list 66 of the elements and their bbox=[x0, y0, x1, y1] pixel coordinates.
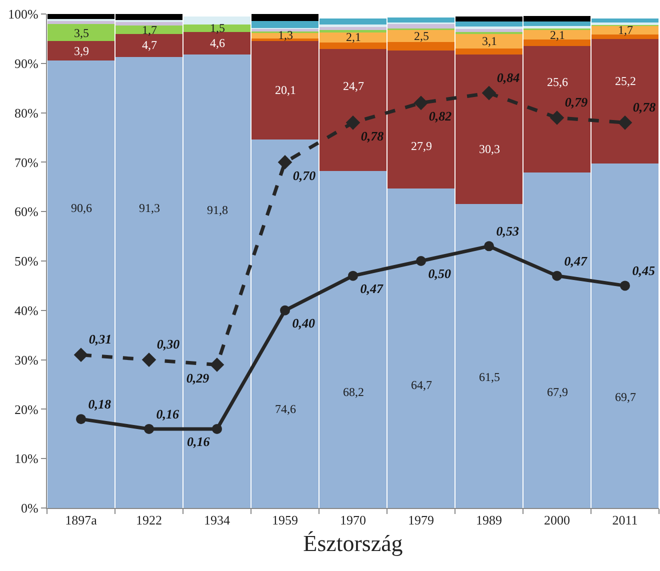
y-tick-label: 70% bbox=[14, 154, 39, 170]
data-label: 1,7 bbox=[618, 23, 633, 37]
data-label: 91,8 bbox=[207, 203, 228, 217]
data-label: 64,7 bbox=[411, 378, 432, 392]
x-tick-label: 2000 bbox=[544, 512, 570, 528]
x-tick-label: 1922 bbox=[136, 512, 162, 528]
data-label: 3,1 bbox=[482, 34, 497, 48]
y-tick-label: 10% bbox=[14, 451, 39, 466]
data-label: 0,53 bbox=[496, 224, 520, 239]
data-label: 0,18 bbox=[88, 396, 112, 412]
y-tick-label: 90% bbox=[14, 56, 39, 71]
data-label: 1,3 bbox=[278, 28, 293, 42]
y-tick-label: 0% bbox=[21, 500, 39, 516]
data-label: 0,70 bbox=[292, 168, 316, 183]
y-tick-label: 50% bbox=[14, 254, 39, 269]
y-tick-label: 100% bbox=[8, 6, 39, 22]
data-label: 1,5 bbox=[210, 21, 225, 35]
x-tick-label: 1897a bbox=[65, 512, 98, 528]
data-label: 67,9 bbox=[547, 385, 568, 399]
y-tick-label: 30% bbox=[14, 352, 39, 368]
data-label: 0,30 bbox=[156, 336, 180, 352]
y-tick-label: 40% bbox=[14, 302, 39, 318]
data-label: 0,79 bbox=[564, 94, 588, 110]
data-label: 0,82 bbox=[428, 108, 452, 124]
data-label: 74,6 bbox=[275, 402, 296, 416]
x-tick-label: 1989 bbox=[476, 512, 502, 528]
data-label: 0,40 bbox=[292, 315, 316, 330]
data-label: 0,16 bbox=[187, 434, 210, 449]
data-label: 27,9 bbox=[411, 139, 432, 153]
data-label: 61,5 bbox=[479, 370, 500, 384]
data-label: 25,6 bbox=[547, 75, 568, 89]
y-tick-label: 20% bbox=[14, 402, 39, 417]
y-tick-label: 60% bbox=[14, 204, 39, 220]
data-label: 0,45 bbox=[632, 263, 656, 278]
data-label: 3,5 bbox=[74, 26, 89, 40]
data-label: 4,6 bbox=[210, 36, 225, 50]
data-label: 25,2 bbox=[615, 74, 636, 88]
x-axis-title: Észtország bbox=[303, 531, 404, 556]
data-label: 2,1 bbox=[550, 28, 565, 42]
data-label: 0,47 bbox=[564, 253, 588, 268]
data-label: 2,5 bbox=[414, 29, 429, 43]
data-label: 4,7 bbox=[142, 38, 157, 52]
data-label: 69,7 bbox=[615, 390, 636, 404]
data-label: 90,6 bbox=[71, 201, 92, 215]
data-label: 0,16 bbox=[156, 406, 180, 422]
data-label: 0,29 bbox=[186, 370, 210, 386]
data-label: 0,78 bbox=[632, 100, 656, 115]
data-label: 91,3 bbox=[139, 201, 160, 215]
x-tick-label: 1934 bbox=[204, 512, 230, 528]
data-label: 0,50 bbox=[428, 266, 452, 281]
data-label: 0,84 bbox=[496, 70, 520, 85]
y-tick-label: 80% bbox=[14, 105, 39, 120]
x-tick-label: 1970 bbox=[340, 512, 366, 528]
data-label: 68,2 bbox=[343, 385, 364, 399]
data-label: 20,1 bbox=[275, 83, 296, 97]
data-label: 30,3 bbox=[479, 142, 500, 156]
data-label: 0,47 bbox=[360, 280, 384, 296]
data-label: 0,78 bbox=[360, 128, 384, 144]
data-label: 2,1 bbox=[346, 30, 361, 44]
data-label: 0,31 bbox=[88, 332, 112, 347]
data-label: 1,7 bbox=[142, 23, 157, 37]
x-tick-label: 1979 bbox=[408, 512, 434, 528]
x-tick-label: 2011 bbox=[612, 512, 638, 528]
x-tick-label: 1959 bbox=[272, 512, 298, 528]
data-label: 3,9 bbox=[74, 44, 89, 58]
data-label: 24,7 bbox=[343, 79, 364, 93]
